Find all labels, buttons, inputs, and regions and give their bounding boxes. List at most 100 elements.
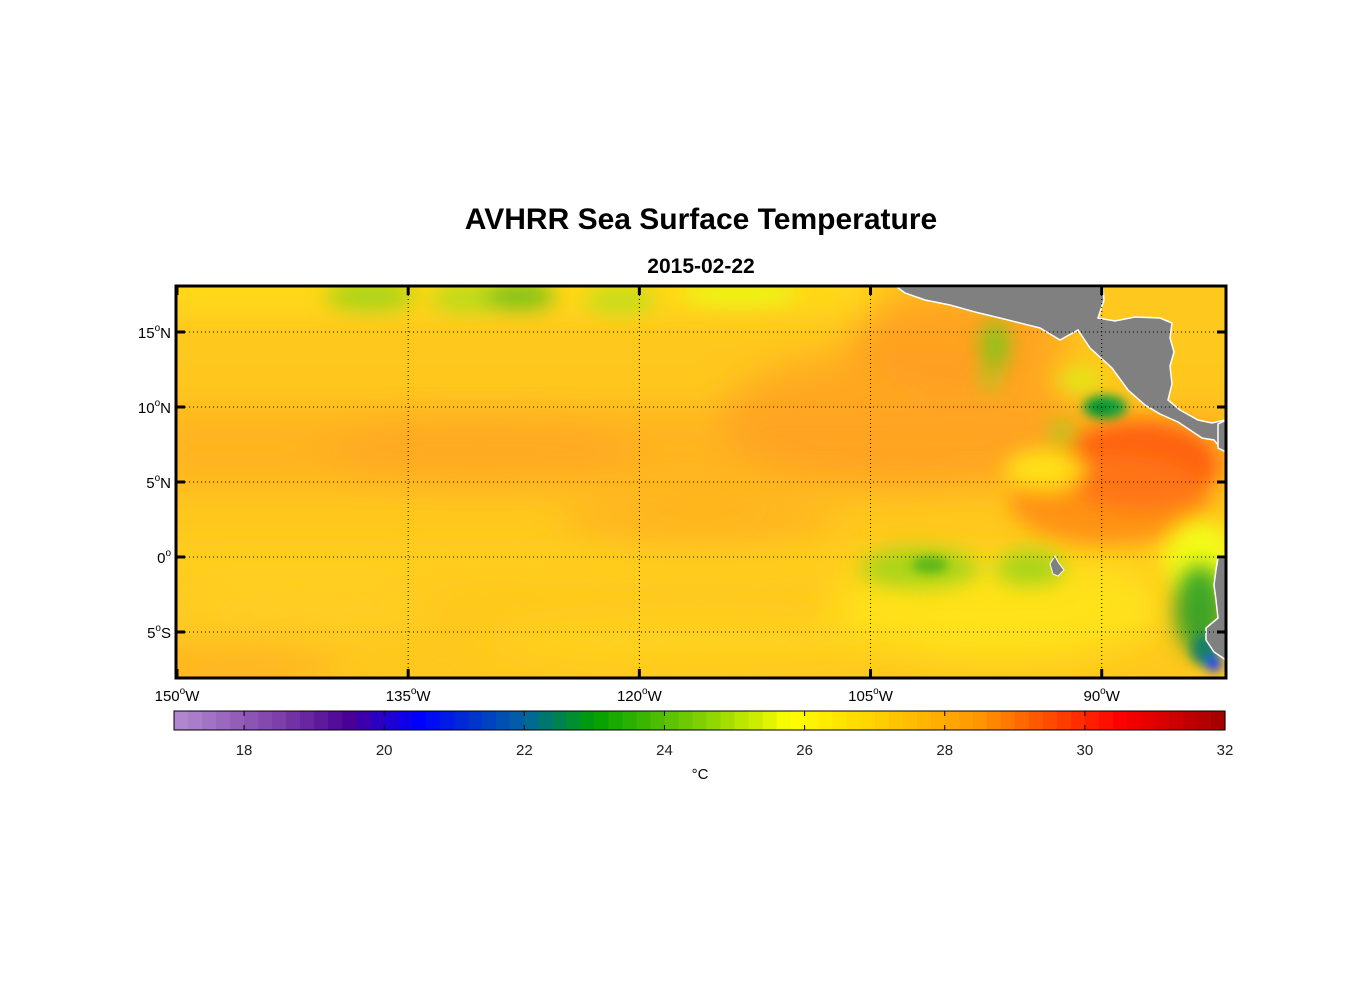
colorbar-cell <box>972 711 988 730</box>
colorbar-cell <box>230 711 245 730</box>
colorbar-cell <box>1112 711 1128 730</box>
colorbar-cell <box>1196 711 1212 730</box>
longitude-labels: 150oW 135oW 120oW 105oW 90oW <box>155 686 1121 705</box>
latitude-labels: 15oN 10oN 5oN 0o 5oS <box>138 323 172 642</box>
colorbar-unit-label: °C <box>692 766 709 783</box>
colorbar-cell <box>762 711 778 730</box>
colorbar-cell <box>594 711 610 730</box>
colorbar-cell <box>1028 711 1044 730</box>
chart-subtitle: 2015-02-22 <box>647 255 755 278</box>
lon-tick-label: 105oW <box>848 686 894 705</box>
colorbar-cell <box>552 711 567 730</box>
colorbar-cell <box>1140 711 1156 730</box>
colorbar-cell <box>356 711 371 730</box>
colorbar-cell <box>342 711 357 730</box>
colorbar-cell <box>482 711 497 730</box>
colorbar-cell <box>202 711 217 730</box>
colorbar-tick-label: 30 <box>1077 742 1094 759</box>
colorbar-cell <box>188 711 203 730</box>
colorbar-cell <box>440 711 455 730</box>
sst-field <box>177 287 1225 677</box>
colorbar-cell <box>468 711 483 730</box>
colorbar-cell <box>622 711 638 730</box>
colorbar-cell <box>664 711 680 730</box>
colorbar-tick-label: 22 <box>516 742 533 759</box>
colorbar-cell <box>1154 711 1170 730</box>
colorbar-cell <box>370 711 385 730</box>
colorbar-tick-label: 24 <box>656 742 673 759</box>
colorbar-tick-label: 26 <box>796 742 813 759</box>
colorbar-tick-label: 32 <box>1217 742 1234 759</box>
lon-tick-label: 120oW <box>617 686 663 705</box>
colorbar-cell <box>566 711 581 730</box>
lat-tick-label: 15oN <box>138 323 171 342</box>
colorbar-cell <box>804 711 820 730</box>
colorbar-cell <box>524 711 539 730</box>
colorbar-cell <box>1042 711 1058 730</box>
colorbar-tick-label: 20 <box>376 742 393 759</box>
land-masses <box>895 287 1225 661</box>
colorbar-cell <box>678 711 694 730</box>
colorbar-cell <box>286 711 301 730</box>
colorbar-cells <box>174 711 1226 730</box>
colorbar-cell <box>650 711 666 730</box>
colorbar-cell <box>412 711 427 730</box>
colorbar-cell <box>580 711 595 730</box>
colorbar-cell <box>636 711 652 730</box>
colorbar-cell <box>1084 711 1100 730</box>
colorbar-cell <box>174 711 189 730</box>
colorbar-cell <box>1210 711 1226 730</box>
land-south-america <box>1205 557 1225 661</box>
colorbar-cell <box>1126 711 1142 730</box>
colorbar-tick-label: 18 <box>236 742 253 759</box>
colorbar-cell <box>692 711 708 730</box>
colorbar-cell <box>734 711 750 730</box>
colorbar-ticks: 18 20 22 24 26 28 30 32 <box>236 711 1234 759</box>
land-north-tip <box>1217 419 1225 453</box>
colorbar-cell <box>328 711 343 730</box>
lon-tick-label: 135oW <box>386 686 432 705</box>
colorbar-cell <box>818 711 834 730</box>
colorbar-cell <box>776 711 792 730</box>
colorbar-cell <box>272 711 287 730</box>
colorbar-cell <box>720 711 736 730</box>
chart-title: AVHRR Sea Surface Temperature <box>464 203 938 236</box>
colorbar-cell <box>916 711 932 730</box>
colorbar-cell <box>1056 711 1072 730</box>
colorbar-cell <box>538 711 553 730</box>
colorbar-cell <box>454 711 469 730</box>
colorbar-cell <box>426 711 441 730</box>
colorbar-cell <box>888 711 904 730</box>
colorbar: 18 20 22 24 26 28 30 32 °C <box>173 710 1234 783</box>
colorbar-cell <box>902 711 918 730</box>
colorbar-cell <box>608 711 624 730</box>
colorbar-cell <box>748 711 764 730</box>
colorbar-cell <box>398 711 413 730</box>
land-galapagos <box>1049 554 1065 577</box>
colorbar-cell <box>944 711 960 730</box>
colorbar-cell <box>1070 711 1086 730</box>
colorbar-cell <box>1014 711 1030 730</box>
lon-tick-label: 90oW <box>1083 686 1120 705</box>
lat-tick-label: 10oN <box>138 398 171 417</box>
colorbar-cell <box>860 711 876 730</box>
lat-tick-label: 5oS <box>147 623 171 642</box>
colorbar-cell <box>1182 711 1198 730</box>
lon-tick-label: 150oW <box>155 686 201 705</box>
colorbar-cell <box>986 711 1002 730</box>
colorbar-cell <box>384 711 399 730</box>
lat-tick-label: 0o <box>157 548 171 567</box>
colorbar-frame <box>173 710 1226 731</box>
colorbar-cell <box>790 711 806 730</box>
colorbar-cell <box>314 711 329 730</box>
colorbar-cell <box>300 711 315 730</box>
colorbar-cell <box>1000 711 1016 730</box>
colorbar-cell <box>846 711 862 730</box>
map-frame <box>174 284 1228 680</box>
colorbar-cell <box>216 711 231 730</box>
colorbar-cell <box>874 711 890 730</box>
colorbar-cell <box>496 711 511 730</box>
colorbar-cell <box>244 711 259 730</box>
colorbar-cell <box>706 711 722 730</box>
